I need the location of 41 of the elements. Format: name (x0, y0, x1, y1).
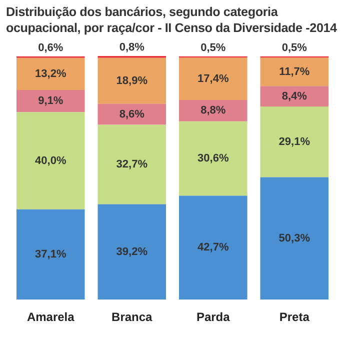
bar (98, 58, 166, 104)
bar (16, 90, 85, 112)
bar (16, 209, 85, 300)
bar (260, 177, 328, 300)
data-label: 11,7% (279, 66, 310, 78)
data-label: 0,5% (282, 42, 308, 54)
bar (179, 58, 248, 100)
data-label: 0,5% (200, 42, 226, 54)
bar (98, 204, 166, 300)
bar (260, 86, 328, 107)
data-label: 18,9% (116, 74, 148, 87)
data-label: 8,6% (119, 108, 145, 120)
bar (179, 196, 248, 300)
bar (260, 106, 328, 178)
x-tick-label: Branca (112, 310, 153, 324)
data-label: 8,8% (200, 104, 226, 117)
bar (16, 112, 85, 210)
data-label: 37,1% (35, 248, 66, 261)
bar (179, 121, 248, 196)
data-label: 39,2% (116, 246, 148, 258)
data-label: 32,7% (116, 158, 148, 171)
bar (16, 58, 85, 90)
x-tick-label: Amarela (26, 310, 75, 324)
data-label: 50,3% (278, 232, 310, 244)
data-label: 0,6% (38, 42, 64, 54)
data-label: 30,6% (198, 152, 229, 165)
data-label: 9,1% (38, 95, 64, 108)
data-label: 42,7% (198, 242, 229, 254)
x-tick-label: Preta (279, 310, 310, 324)
data-label: 8,4% (282, 90, 308, 102)
data-label: 17,4% (198, 72, 229, 85)
bar (98, 104, 166, 125)
chart-title: Distribuição dos bancários, segundo categoria ocupacional, por raça/cor - II Censo da Diversidade -2014 (5, 4, 338, 36)
data-label: 40,0% (35, 154, 66, 167)
bar (179, 100, 248, 122)
x-tick-label: Parda (196, 310, 230, 324)
data-label: 29,1% (278, 136, 310, 148)
data-label: 0,8% (119, 41, 145, 54)
data-label: 13,2% (35, 68, 66, 80)
bar (98, 124, 166, 204)
bar (260, 58, 328, 86)
